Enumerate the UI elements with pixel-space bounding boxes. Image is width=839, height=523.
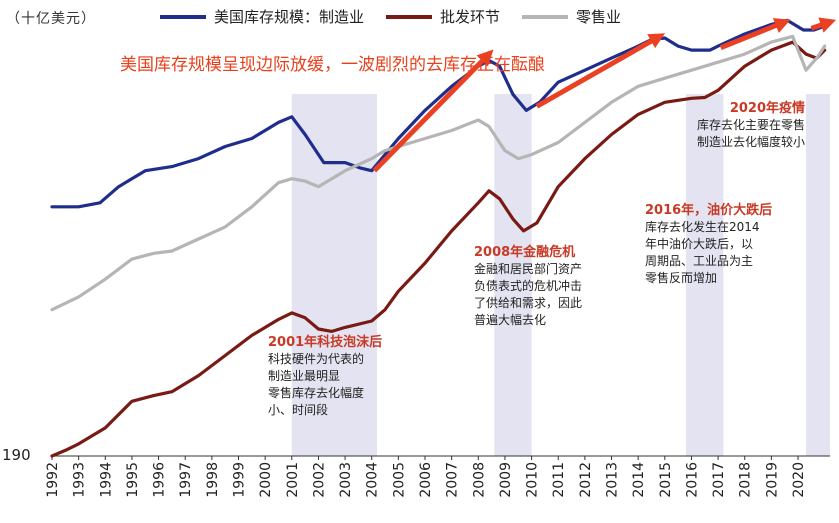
x-tick-label: 1994 xyxy=(98,462,114,498)
annotation-2008-line: 负债表式的危机冲击 xyxy=(474,279,583,293)
shaded-period xyxy=(686,94,724,456)
headline-annotation: 美国库存规模呈现边际放缓，一波剧烈的去库存正在酝酿 xyxy=(120,55,545,75)
x-tick-label: 1992 xyxy=(45,462,61,498)
legend-item-manufacturing: 美国库存规模：制造业 xyxy=(160,6,364,27)
legend-label-manufacturing: 美国库存规模：制造业 xyxy=(214,8,365,26)
x-tick-label: 2003 xyxy=(338,462,354,498)
x-tick-label: 2015 xyxy=(658,462,674,498)
y-tick-label: 190 xyxy=(2,446,31,464)
x-tick-label: 2013 xyxy=(605,462,621,498)
x-tick-label: 2019 xyxy=(764,462,780,498)
legend-swatch-wholesale xyxy=(386,14,433,19)
legend-label-retail: 零售业 xyxy=(576,8,622,26)
x-tick-label: 2000 xyxy=(258,462,274,498)
x-axis: 1992 1993 1994 1995 1996 1997 1998 1999 2000 2001… xyxy=(45,455,830,498)
trend-arrows xyxy=(372,17,837,173)
annotation-2020-line: 库存去化主要在零售 xyxy=(697,118,806,132)
annotation-2008-line: 金融和居民部门资产 xyxy=(474,262,583,276)
x-tick-label: 2001 xyxy=(285,462,301,498)
x-tick-label: 2009 xyxy=(498,462,514,498)
annotation-2016-line: 零售反而增加 xyxy=(645,271,718,285)
x-tick-label: 2012 xyxy=(578,462,594,498)
trend-arrow xyxy=(535,33,666,109)
series-line-1 xyxy=(50,40,827,458)
legend-item-retail: 零售业 xyxy=(522,6,621,27)
x-tick-label: 2008 xyxy=(471,462,487,498)
shaded-period xyxy=(806,94,830,456)
x-tick-label: 2011 xyxy=(551,462,567,498)
x-tick-label: 2017 xyxy=(711,462,727,498)
x-tick-label: 2005 xyxy=(391,462,407,498)
x-tick-label: 2016 xyxy=(684,462,700,498)
annotation-2020-line: 制造业去化幅度较小 xyxy=(697,135,806,149)
annotation-2020-title: 2020年疫情 xyxy=(729,101,806,116)
annotation-2001-line: 科技硬件为代表的 xyxy=(268,352,365,366)
shaded-period xyxy=(291,94,378,456)
trend-arrow xyxy=(810,17,837,33)
x-tick-label: 2018 xyxy=(738,462,754,498)
annotation-2008: 2008年金融危机 金融和居民部门资产 负债表式的危机冲击 了供给和需求，因此 … xyxy=(474,244,582,329)
annotation-2008-line: 普遍大幅去化 xyxy=(474,313,547,327)
annotation-2001-title: 2001年科技泡沫后 xyxy=(268,335,383,350)
legend-label-wholesale: 批发环节 xyxy=(440,8,501,26)
unit-label: （十亿美元） xyxy=(6,11,96,27)
annotation-2008-line: 了供给和需求，因此 xyxy=(474,296,583,310)
annotation-2016: 2016年，油价大跌后 库存去化发生在2014 年中油价大跌后，以 周期品、工业… xyxy=(645,202,772,287)
x-tick-label: 2002 xyxy=(311,462,327,498)
legend-swatch-retail xyxy=(522,14,569,19)
x-tick-label: 2004 xyxy=(365,462,381,498)
x-tick-label: 1997 xyxy=(178,462,194,498)
annotation-2016-line: 库存去化发生在2014 xyxy=(645,220,760,234)
annotation-2016-line: 周期品、工业品为主 xyxy=(645,254,754,268)
annotation-2001: 2001年科技泡沫后 科技硬件为代表的 制造业最明显 零售库存去化幅度 小、时间… xyxy=(268,334,382,419)
x-tick-label: 2007 xyxy=(445,462,461,498)
annotation-2001-line: 零售库存去化幅度 xyxy=(268,386,365,400)
x-tick-label: 1995 xyxy=(125,462,141,498)
legend: 美国库存规模：制造业 批发环节 零售业 xyxy=(160,6,621,27)
series-line-2 xyxy=(50,34,827,312)
x-tick-label: 1993 xyxy=(72,462,88,498)
legend-swatch-manufacturing xyxy=(160,14,206,19)
x-tick-label: 2010 xyxy=(525,462,541,498)
x-tick-label: 1996 xyxy=(152,462,168,498)
x-tick-label: 2014 xyxy=(631,462,647,498)
annotation-2001-line: 制造业最明显 xyxy=(268,369,341,383)
x-tick-label: 1999 xyxy=(232,462,248,498)
trend-arrow xyxy=(372,49,494,173)
trend-arrow xyxy=(719,18,791,51)
shaded-periods xyxy=(291,94,830,456)
annotation-2016-line: 年中油价大跌后，以 xyxy=(645,237,754,251)
x-tick-label: 1998 xyxy=(205,462,221,498)
annotation-2008-title: 2008年金融危机 xyxy=(474,245,576,260)
x-tick-label: 2020 xyxy=(791,462,807,498)
annotation-2001-line: 小、时间段 xyxy=(268,403,329,417)
annotation-2020: 2020年疫情 库存去化主要在零售 制造业去化幅度较小 xyxy=(697,100,805,151)
annotation-2016-title: 2016年，油价大跌后 xyxy=(645,203,773,218)
legend-item-wholesale: 批发环节 xyxy=(386,6,500,27)
x-tick-label: 2006 xyxy=(418,462,434,498)
